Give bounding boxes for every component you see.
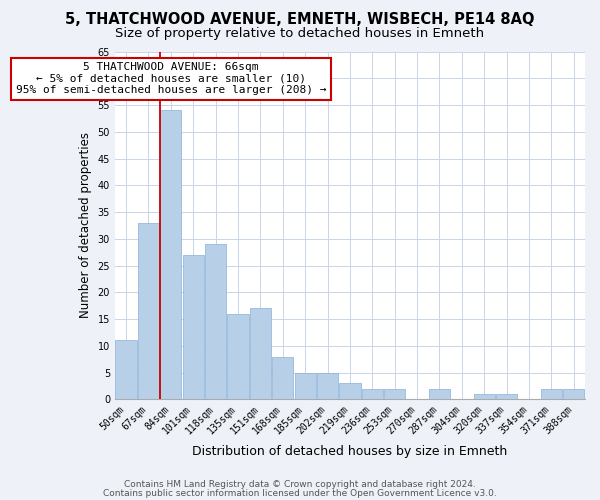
Bar	[272, 356, 293, 400]
X-axis label: Distribution of detached houses by size in Emneth: Distribution of detached houses by size …	[193, 444, 508, 458]
Bar	[362, 388, 383, 400]
Bar	[317, 372, 338, 400]
Bar	[473, 394, 495, 400]
Bar	[160, 110, 181, 400]
Bar	[250, 308, 271, 400]
Text: 5 THATCHWOOD AVENUE: 66sqm
← 5% of detached houses are smaller (10)
95% of semi-: 5 THATCHWOOD AVENUE: 66sqm ← 5% of detac…	[16, 62, 326, 96]
Text: Contains public sector information licensed under the Open Government Licence v3: Contains public sector information licen…	[103, 489, 497, 498]
Bar	[138, 222, 159, 400]
Text: 5, THATCHWOOD AVENUE, EMNETH, WISBECH, PE14 8AQ: 5, THATCHWOOD AVENUE, EMNETH, WISBECH, P…	[65, 12, 535, 28]
Y-axis label: Number of detached properties: Number of detached properties	[79, 132, 92, 318]
Bar	[205, 244, 226, 400]
Bar	[496, 394, 517, 400]
Bar	[340, 384, 361, 400]
Bar	[227, 314, 248, 400]
Text: Size of property relative to detached houses in Emneth: Size of property relative to detached ho…	[115, 28, 485, 40]
Bar	[541, 388, 562, 400]
Text: Contains HM Land Registry data © Crown copyright and database right 2024.: Contains HM Land Registry data © Crown c…	[124, 480, 476, 489]
Bar	[295, 372, 316, 400]
Bar	[429, 388, 450, 400]
Bar	[384, 388, 406, 400]
Bar	[563, 388, 584, 400]
Bar	[115, 340, 137, 400]
Bar	[182, 255, 204, 400]
